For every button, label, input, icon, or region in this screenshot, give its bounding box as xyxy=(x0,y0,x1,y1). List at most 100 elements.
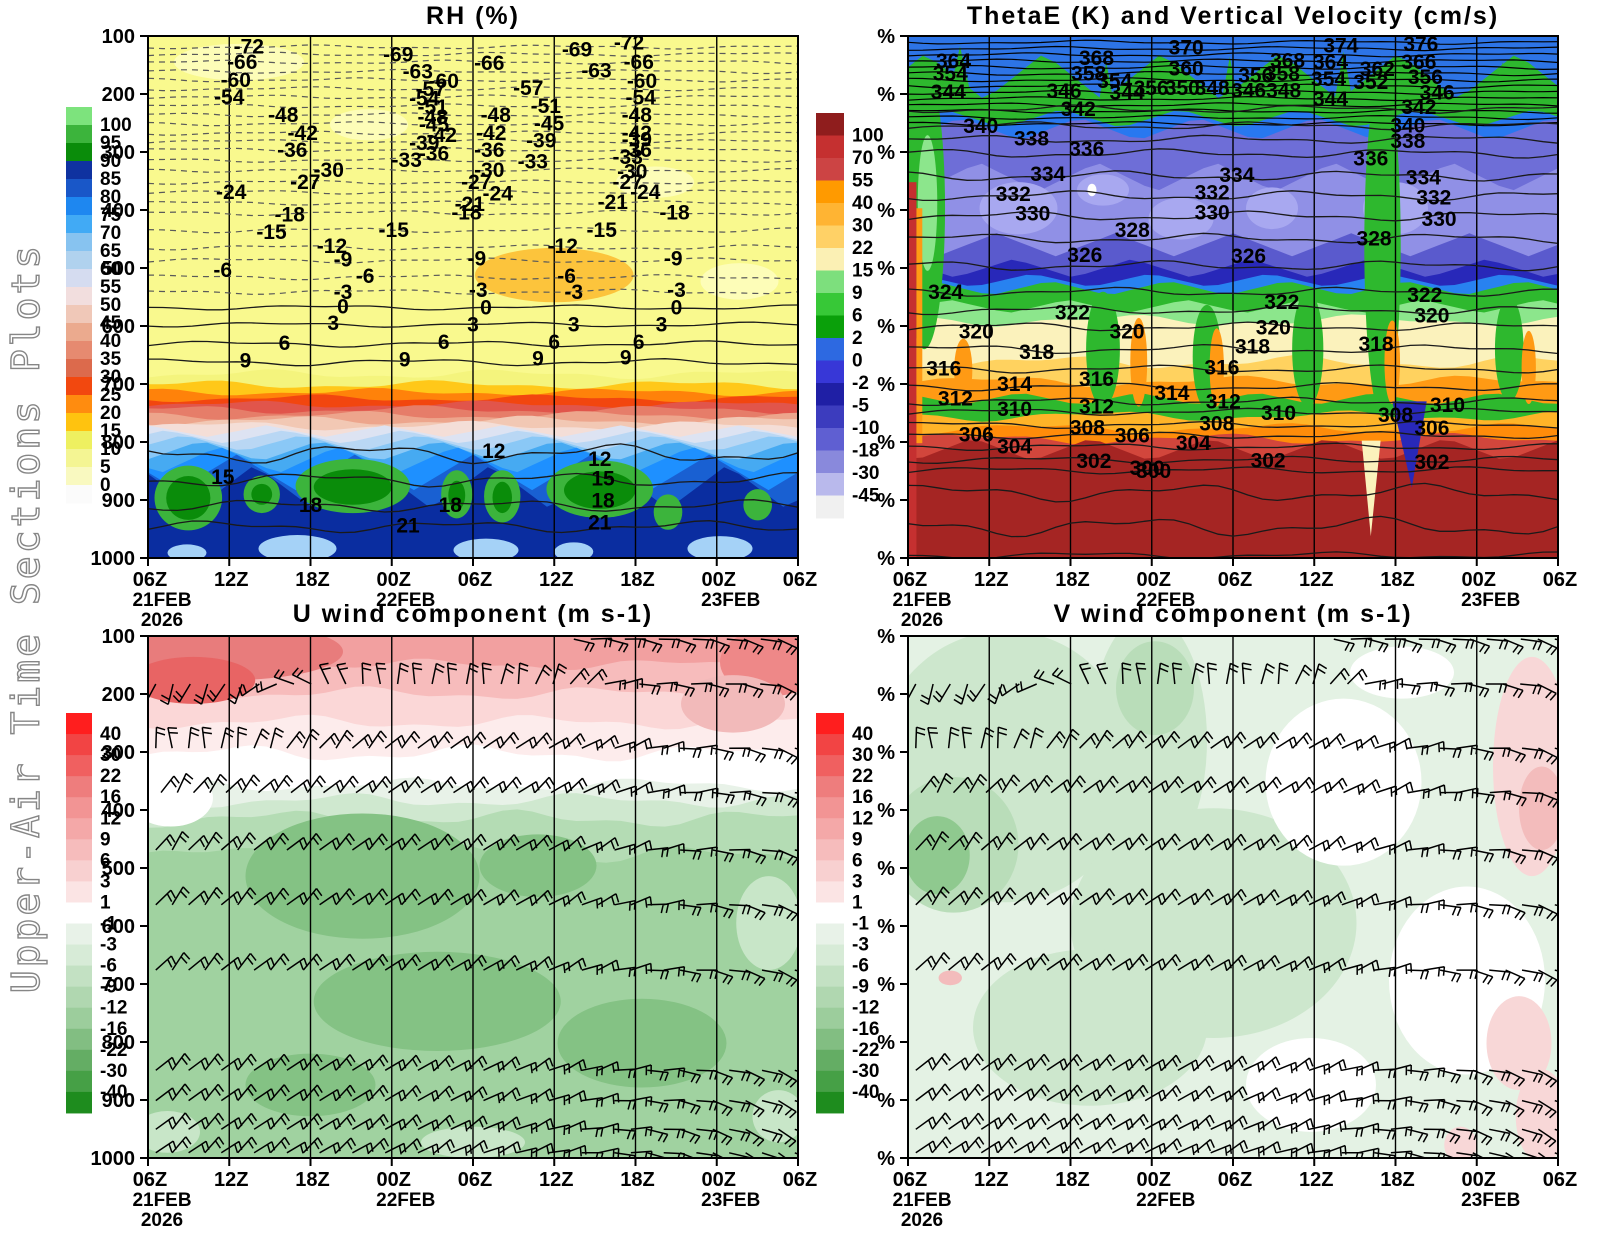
svg-text:400: 400 xyxy=(102,800,135,822)
svg-text:06Z: 06Z xyxy=(783,1169,817,1191)
svg-text:9: 9 xyxy=(852,283,863,304)
svg-text:18Z: 18Z xyxy=(620,1169,654,1191)
svg-text:312: 312 xyxy=(938,387,973,410)
svg-text:-57: -57 xyxy=(513,77,543,100)
svg-text:356: 356 xyxy=(1408,66,1443,89)
svg-text:334: 334 xyxy=(1030,163,1065,186)
svg-text:322: 322 xyxy=(1264,291,1299,314)
svg-text:368: 368 xyxy=(1270,50,1305,73)
svg-text:-9: -9 xyxy=(852,977,869,998)
svg-text:-10: -10 xyxy=(852,418,879,439)
svg-text:70: 70 xyxy=(852,148,873,169)
svg-text:354: 354 xyxy=(1311,68,1346,91)
svg-text:332: 332 xyxy=(1195,182,1230,205)
svg-text:314: 314 xyxy=(1154,382,1189,405)
panel-body-vwind xyxy=(908,636,1558,1158)
svg-text:18: 18 xyxy=(439,494,463,517)
svg-text:364: 364 xyxy=(1313,51,1348,74)
svg-text:%: % xyxy=(877,84,895,106)
svg-text:3: 3 xyxy=(100,871,111,892)
svg-text:12Z: 12Z xyxy=(1299,1169,1333,1191)
svg-text:318: 318 xyxy=(1235,336,1270,359)
svg-text:75: 75 xyxy=(100,205,122,226)
svg-text:320: 320 xyxy=(1110,320,1145,343)
svg-text:3: 3 xyxy=(467,314,479,337)
svg-text:200: 200 xyxy=(102,684,135,706)
svg-text:-66: -66 xyxy=(227,51,257,74)
svg-text:-66: -66 xyxy=(624,51,654,74)
svg-text:%: % xyxy=(877,684,895,706)
svg-text:15: 15 xyxy=(852,261,874,282)
svg-text:40: 40 xyxy=(100,331,121,352)
svg-text:%: % xyxy=(877,258,895,280)
svg-text:100: 100 xyxy=(852,126,884,147)
svg-text:9: 9 xyxy=(100,829,111,850)
svg-text:-18: -18 xyxy=(275,204,306,227)
svg-text:-48: -48 xyxy=(481,104,512,127)
svg-text:354: 354 xyxy=(1097,70,1132,93)
svg-text:-30: -30 xyxy=(617,161,647,184)
svg-text:322: 322 xyxy=(1055,302,1090,325)
svg-text:346: 346 xyxy=(1046,80,1081,103)
svg-text:-3: -3 xyxy=(667,279,686,302)
svg-text:%: % xyxy=(877,374,895,396)
svg-text:6: 6 xyxy=(100,850,111,871)
svg-text:-40: -40 xyxy=(852,1082,879,1103)
svg-text:316: 316 xyxy=(1079,368,1114,391)
svg-text:0: 0 xyxy=(480,296,492,319)
svg-text:22FEB: 22FEB xyxy=(1136,590,1195,611)
svg-text:22FEB: 22FEB xyxy=(376,590,435,611)
svg-text:800: 800 xyxy=(102,432,135,454)
svg-text:-51: -51 xyxy=(418,96,449,119)
svg-text:2026: 2026 xyxy=(901,610,943,631)
svg-text:308: 308 xyxy=(1070,417,1105,440)
svg-text:40: 40 xyxy=(852,193,873,214)
svg-text:344: 344 xyxy=(1110,81,1145,104)
svg-text:-21: -21 xyxy=(598,191,629,214)
svg-text:100: 100 xyxy=(102,26,135,48)
svg-text:%: % xyxy=(877,432,895,454)
svg-text:9: 9 xyxy=(852,829,863,850)
svg-text:310: 310 xyxy=(997,398,1032,421)
svg-text:%: % xyxy=(877,1090,895,1112)
svg-text:85: 85 xyxy=(100,169,122,190)
svg-text:-69: -69 xyxy=(383,43,413,66)
svg-text:600: 600 xyxy=(102,316,135,338)
svg-text:15: 15 xyxy=(591,468,615,491)
svg-text:%: % xyxy=(877,200,895,222)
x-axis-uwind: 06Z 12Z 18Z 00Z 06Z 12Z 18Z 00Z 06Z21FEB202622FE… xyxy=(132,1158,817,1231)
svg-text:2026: 2026 xyxy=(901,1210,943,1231)
svg-text:324: 324 xyxy=(928,281,963,304)
svg-text:300: 300 xyxy=(1130,457,1165,480)
svg-text:-72: -72 xyxy=(234,35,264,58)
svg-text:00Z: 00Z xyxy=(1137,569,1171,591)
svg-text:-18: -18 xyxy=(659,201,690,224)
svg-text:-30: -30 xyxy=(100,1061,127,1082)
svg-text:-45: -45 xyxy=(534,113,565,136)
svg-text:-60: -60 xyxy=(429,70,459,93)
svg-text:344: 344 xyxy=(1313,88,1348,111)
svg-text:600: 600 xyxy=(102,916,135,938)
svg-text:18Z: 18Z xyxy=(1380,569,1414,591)
svg-text:00Z: 00Z xyxy=(702,569,736,591)
svg-text:3: 3 xyxy=(327,312,339,335)
svg-text:9: 9 xyxy=(399,349,411,372)
svg-text:12Z: 12Z xyxy=(974,1169,1008,1191)
svg-text:356: 356 xyxy=(1134,77,1169,100)
svg-text:50: 50 xyxy=(100,295,121,316)
svg-text:06Z: 06Z xyxy=(1218,1169,1252,1191)
svg-text:900: 900 xyxy=(102,490,135,512)
svg-text:320: 320 xyxy=(959,320,994,343)
svg-text:1000: 1000 xyxy=(91,1148,136,1170)
svg-text:-16: -16 xyxy=(852,1019,879,1040)
svg-text:30: 30 xyxy=(852,216,873,237)
x-axis-rh: 06Z 12Z 18Z 00Z 06Z 12Z 18Z 00Z 06Z21FEB202622FE… xyxy=(132,558,817,631)
svg-text:06Z: 06Z xyxy=(1218,569,1252,591)
svg-text:300: 300 xyxy=(102,142,135,164)
svg-text:328: 328 xyxy=(1357,228,1392,251)
svg-text:-9: -9 xyxy=(664,247,683,270)
svg-text:45: 45 xyxy=(100,313,122,334)
svg-text:%: % xyxy=(877,742,895,764)
svg-text:304: 304 xyxy=(1176,432,1211,455)
svg-text:342: 342 xyxy=(1061,98,1096,121)
